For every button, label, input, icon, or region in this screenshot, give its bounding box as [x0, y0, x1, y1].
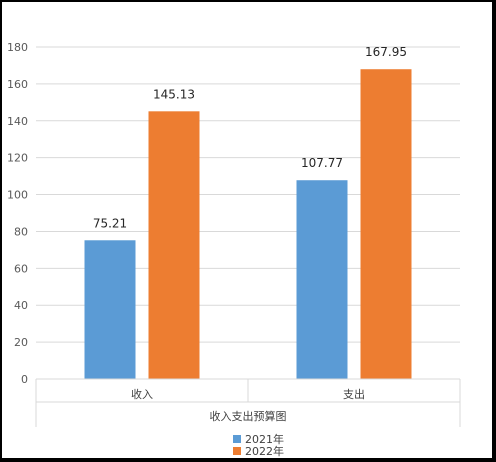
data-label: 107.77	[301, 156, 343, 170]
data-labels: 75.21 145.13 107.77 167.95	[93, 45, 407, 230]
x-axis-title: 收入支出预算图	[210, 409, 287, 423]
chart-frame: 0 20 40 60 80 100 120 140 160 180 75.21 145.13 107.…	[2, 2, 492, 458]
bar-series1-cat1	[84, 240, 136, 379]
bar-chart: 0 20 40 60 80 100 120 140 160 180 75.21 145.13 107.…	[7, 41, 461, 458]
bar-series2-cat1	[148, 111, 200, 379]
y-tick-label: 100	[7, 189, 28, 202]
y-tick-label: 80	[14, 225, 28, 238]
y-tick-label: 120	[7, 152, 28, 165]
data-label: 75.21	[93, 216, 127, 230]
y-tick-label: 60	[14, 262, 28, 275]
y-tick-label: 20	[14, 336, 28, 349]
y-tick-label: 0	[21, 373, 28, 386]
category-label: 支出	[343, 387, 365, 401]
category-axis-box	[35, 378, 461, 427]
legend-swatch	[233, 435, 241, 443]
legend-label: 2021年	[245, 432, 284, 446]
y-tick-label: 140	[7, 115, 28, 128]
bar-series2-cat2	[360, 69, 412, 379]
category-label: 收入	[131, 387, 153, 401]
y-tick-label: 40	[14, 299, 28, 312]
category-labels: 收入 支出	[131, 387, 365, 401]
bar-series1-cat2	[296, 180, 348, 379]
y-tick-label: 180	[7, 41, 28, 54]
y-tick-label: 160	[7, 78, 28, 91]
legend-label: 2022年	[245, 444, 284, 458]
bars	[84, 69, 412, 379]
data-label: 167.95	[365, 45, 407, 59]
y-axis-ticks: 0 20 40 60 80 100 120 140 160 180	[7, 41, 28, 386]
legend-swatch	[233, 447, 241, 455]
data-label: 145.13	[153, 87, 195, 101]
